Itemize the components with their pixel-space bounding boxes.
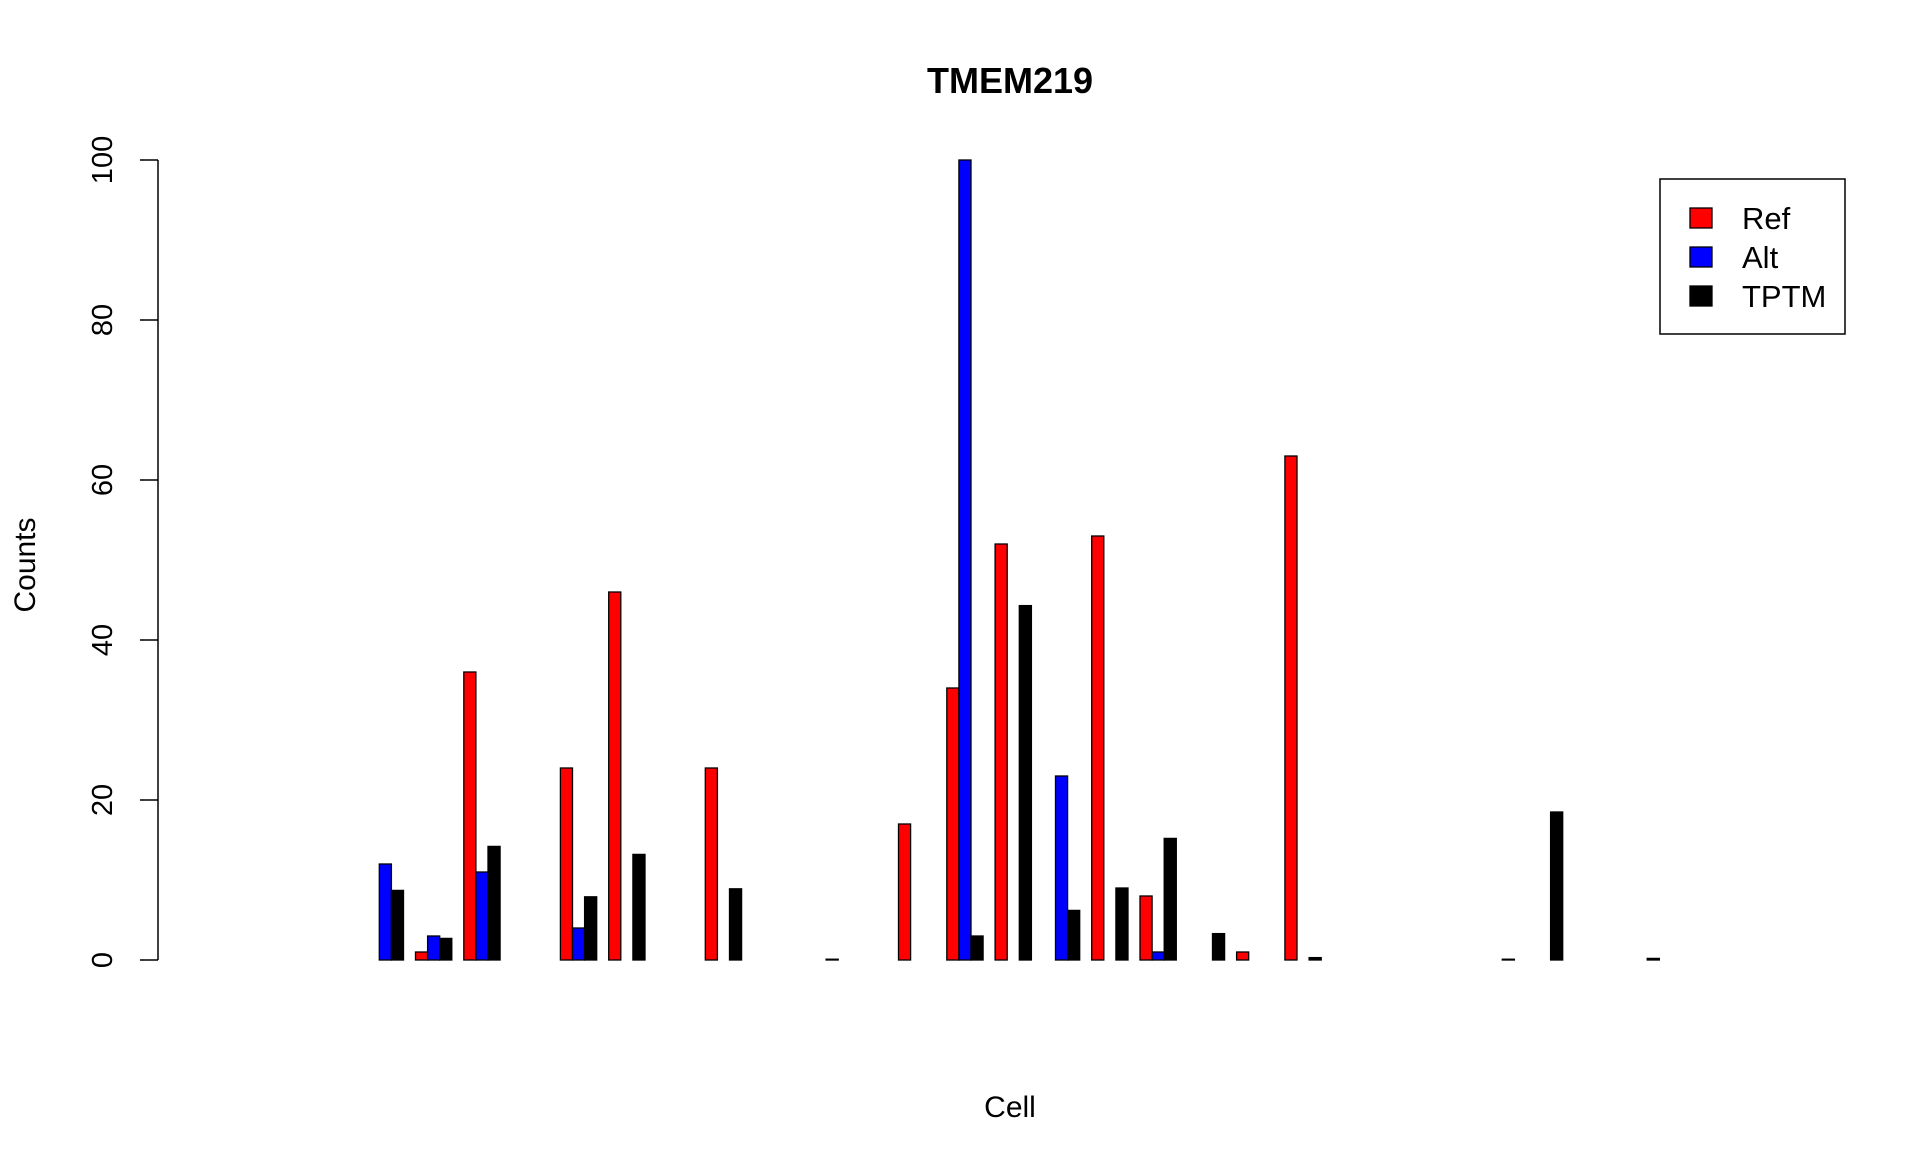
- x-axis-label: Cell: [984, 1091, 1036, 1124]
- bar-ref-14: [897, 823, 912, 961]
- bar-ref-16: [994, 543, 1008, 961]
- legend-swatch-ref: [1689, 207, 1713, 229]
- y-tick-label: 100: [87, 136, 119, 184]
- bar-alt-15: [958, 159, 972, 961]
- legend-label-tptm: TPTM: [1742, 279, 1826, 314]
- bar-tptm-15: [970, 935, 984, 961]
- bar-tptm-29: [1646, 957, 1660, 961]
- legend-label-ref: Ref: [1742, 201, 1791, 236]
- legend: Ref Alt TPTM: [1659, 178, 1846, 335]
- bar-alt-7: [571, 927, 586, 961]
- bar-tptm-5: [487, 845, 501, 961]
- bar-alt-5: [475, 871, 489, 961]
- legend-swatch-alt: [1689, 246, 1713, 268]
- bar-tptm-26: [1501, 958, 1516, 961]
- bar-alt-3: [378, 863, 393, 961]
- bar-tptm-22: [1308, 956, 1322, 961]
- y-axis-label: Counts: [9, 517, 42, 612]
- bar-ref-7: [559, 767, 574, 961]
- y-axis: 0 20 40 60 80 100: [87, 136, 159, 968]
- chart-title: TMEM219: [927, 60, 1093, 101]
- bar-tptm-4: [439, 937, 453, 961]
- legend-swatch-tptm: [1689, 285, 1713, 307]
- bar-ref-10: [704, 767, 719, 961]
- legend-label-alt: Alt: [1742, 240, 1779, 275]
- bar-tptm-7: [583, 896, 598, 961]
- bar-tptm-3: [390, 889, 405, 961]
- bar-tptm-18: [1115, 887, 1129, 961]
- y-tick-label: 60: [87, 464, 119, 496]
- bar-ref-4: [414, 951, 429, 961]
- bar-tptm-20: [1211, 932, 1226, 961]
- bar-ref-15: [946, 687, 960, 961]
- bar-alt-19: [1151, 951, 1165, 961]
- bar-ref-8: [608, 591, 622, 961]
- y-tick-label: 80: [87, 304, 119, 336]
- bar-tptm-19: [1163, 837, 1177, 961]
- bar-ref-22: [1284, 455, 1298, 961]
- bar-tptm-12: [825, 958, 839, 961]
- bar-ref-18: [1091, 535, 1105, 961]
- bar-tptm-10: [728, 888, 743, 961]
- y-tick-label: 0: [87, 952, 119, 968]
- bar-ref-21: [1235, 951, 1250, 961]
- bar-tptm-27: [1549, 811, 1564, 961]
- bar-alt-17: [1054, 775, 1069, 961]
- bar-tptm-17: [1066, 909, 1081, 961]
- bar-ref-19: [1139, 895, 1153, 961]
- bars-group: [378, 159, 1660, 961]
- bar-ref-5: [463, 671, 477, 961]
- y-tick-label: 40: [87, 624, 119, 656]
- bar-tptm-8: [632, 853, 646, 961]
- y-tick-label: 20: [87, 784, 119, 816]
- bar-tptm-16: [1018, 604, 1033, 961]
- bar-alt-4: [426, 935, 441, 961]
- legend-box: [1659, 178, 1846, 335]
